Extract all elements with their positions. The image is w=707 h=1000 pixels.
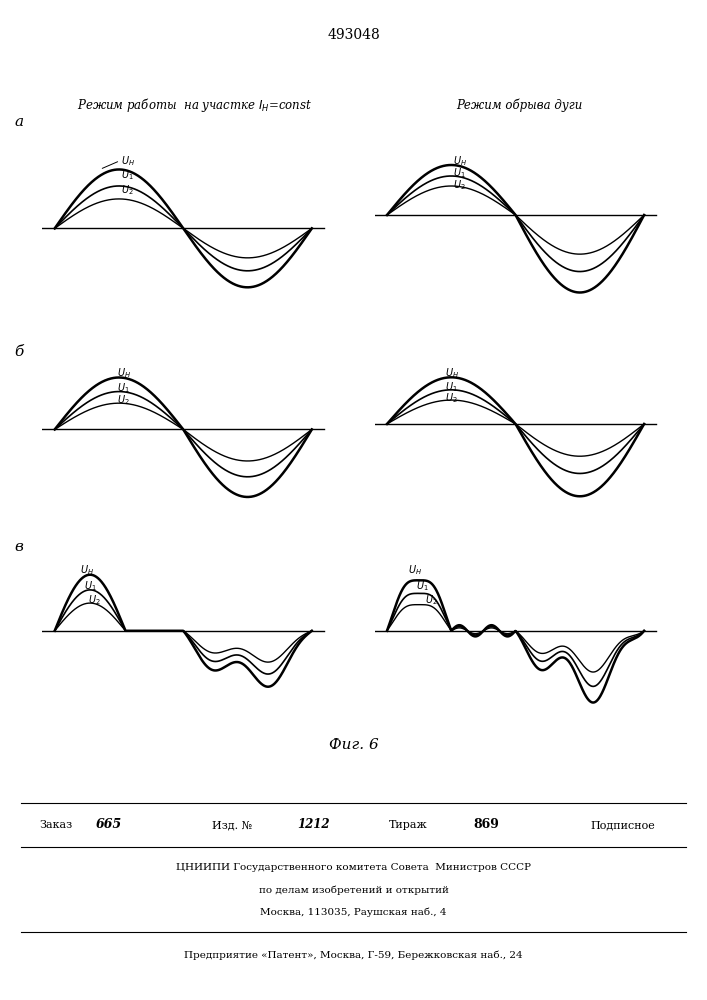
Text: Режим работы  на участке $I_{H}$=const: Режим работы на участке $I_{H}$=const bbox=[77, 96, 312, 114]
Text: по делам изобретений и открытий: по делам изобретений и открытий bbox=[259, 885, 448, 895]
Text: Фиг. 6: Фиг. 6 bbox=[329, 738, 378, 752]
Text: $U_1$: $U_1$ bbox=[445, 380, 458, 394]
Text: 1212: 1212 bbox=[297, 818, 329, 832]
Text: $U_2$: $U_2$ bbox=[445, 391, 457, 405]
Text: $U_H$: $U_H$ bbox=[453, 154, 467, 168]
Text: $U_2$: $U_2$ bbox=[88, 593, 101, 607]
Text: Режим обрыва дуги: Режим обрыва дуги bbox=[457, 98, 583, 112]
Text: $U_H$: $U_H$ bbox=[80, 563, 94, 577]
Text: Тираж: Тираж bbox=[389, 820, 428, 830]
Text: $U_H$: $U_H$ bbox=[408, 563, 422, 577]
Text: а: а bbox=[14, 115, 23, 129]
Text: $U_2$: $U_2$ bbox=[121, 183, 134, 197]
Text: Заказ: Заказ bbox=[39, 820, 72, 830]
Text: $U_1$: $U_1$ bbox=[117, 381, 129, 395]
Text: б: б bbox=[14, 345, 23, 359]
Text: Подписное: Подписное bbox=[590, 820, 655, 830]
Text: $U_1$: $U_1$ bbox=[416, 579, 429, 593]
Text: $U_2$: $U_2$ bbox=[425, 593, 438, 607]
Text: $U_1$: $U_1$ bbox=[84, 579, 97, 593]
Text: 493048: 493048 bbox=[327, 28, 380, 42]
Text: $U_1$: $U_1$ bbox=[453, 167, 466, 180]
Text: в: в bbox=[14, 540, 23, 554]
Text: Москва, 113035, Раушская наб., 4: Москва, 113035, Раушская наб., 4 bbox=[260, 907, 447, 917]
Text: $U_H$: $U_H$ bbox=[117, 366, 131, 380]
Text: $U_H$: $U_H$ bbox=[445, 366, 459, 380]
Text: $U_2$: $U_2$ bbox=[453, 178, 466, 192]
Text: Изд. №: Изд. № bbox=[212, 820, 252, 830]
Text: 665: 665 bbox=[95, 818, 122, 832]
Text: ЦНИИПИ Государственного комитета Совета  Министров СССР: ЦНИИПИ Государственного комитета Совета … bbox=[176, 862, 531, 871]
Text: $U_1$: $U_1$ bbox=[121, 168, 134, 182]
Text: $U_2$: $U_2$ bbox=[117, 393, 129, 407]
Text: Предприятие «Патент», Москва, Г-59, Бережковская наб., 24: Предприятие «Патент», Москва, Г-59, Бере… bbox=[185, 950, 522, 960]
Text: $U_H$: $U_H$ bbox=[121, 154, 135, 168]
Text: 869: 869 bbox=[474, 818, 500, 832]
